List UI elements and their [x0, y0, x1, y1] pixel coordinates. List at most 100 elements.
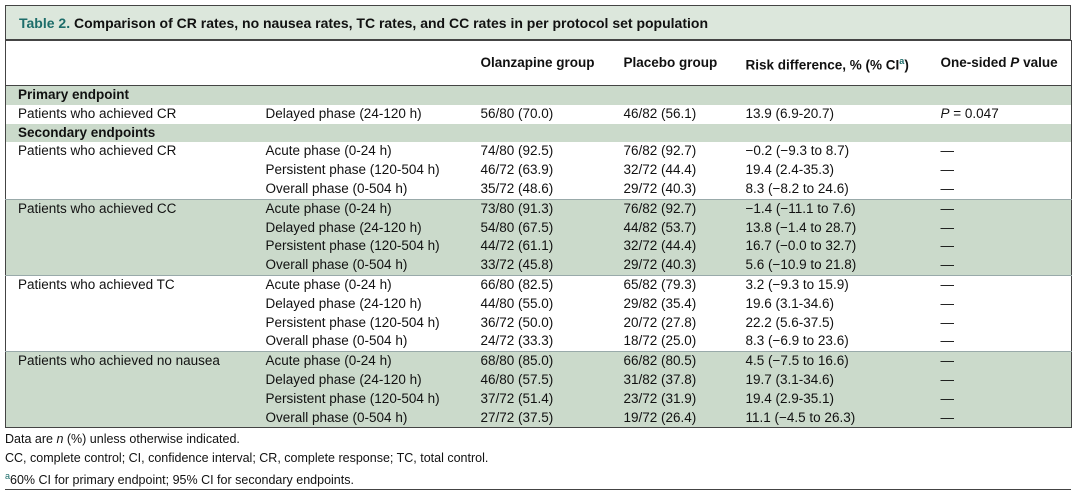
- phase-cell: Delayed phase (24-120 h): [253, 218, 469, 238]
- value-cell: —: [928, 218, 1072, 238]
- value-cell: 35/72 (48.6): [480, 180, 554, 196]
- phase-cell: Persistent phase (120-504 h): [253, 237, 469, 257]
- phase-cell: Delayed phase (24-120 h): [253, 370, 469, 390]
- data-row: Persistent phase (120-504 h) 44/72 (61.1)…: [5, 237, 1072, 257]
- group-label: Patients who achieved no nausea: [5, 351, 254, 371]
- value-cell: 3.2 (−9.3 to 15.9): [733, 274, 929, 295]
- value-cell: 31/82 (37.8): [611, 370, 734, 390]
- p-italic: P: [940, 105, 950, 121]
- value-cell: 74/80 (92.5): [480, 143, 554, 159]
- header-cell: One-sided P value: [928, 40, 1072, 86]
- footnote-marker: a: [5, 471, 11, 481]
- value-cell: 65/82 (79.3): [611, 274, 734, 295]
- footnote: CC, complete control; CI, confidence int…: [5, 450, 489, 465]
- phase-cell: Overall phase (0-504 h): [253, 256, 469, 276]
- phase-cell: Acute phase (0-24 h): [265, 143, 392, 159]
- phase-cell: Acute phase (0-24 h): [253, 351, 469, 371]
- value-cell: −0.2 (−9.3 to 8.7): [745, 143, 850, 159]
- value-cell: 76/82 (92.7): [611, 198, 734, 219]
- value-cell: —: [928, 198, 1072, 219]
- value-cell: 56/80 (70.0): [480, 105, 554, 121]
- footnote: Data are n (%) unless otherwise indicate…: [5, 430, 488, 449]
- value-cell: 68/80 (85.0): [468, 351, 612, 371]
- footnote-text: Data are: [5, 432, 53, 446]
- group-label-empty: [6, 314, 254, 333]
- value-cell: 32/72 (44.4): [611, 237, 734, 257]
- value-cell: 22.2 (5.6-37.5): [745, 314, 835, 330]
- value-cell: 13.9 (6.9-20.7): [745, 105, 835, 121]
- phase-cell: Acute phase (0-24 h): [253, 198, 469, 219]
- header-cell: [5, 40, 254, 86]
- data-row: Delayed phase (24-120 h) 54/80 (67.5) 44/8…: [5, 218, 1072, 238]
- value-cell: —: [940, 143, 955, 159]
- value-cell: 23/72 (31.9): [611, 389, 734, 409]
- data-row: Persistent phase (120-504 h) 37/72 (51.4)…: [5, 389, 1072, 409]
- footnote: a60% CI for primary endpoint; 95% CI for…: [5, 467, 488, 490]
- value-cell: 11.1 (−4.5 to 26.3): [733, 408, 929, 428]
- data-row: Overall phase (0-504 h) 27/72 (37.5) 19/72…: [5, 408, 1072, 428]
- phase-cell: Persistent phase (120-504 h): [253, 389, 469, 409]
- value-cell: 29/72 (40.3): [611, 256, 734, 276]
- value-cell: —: [940, 314, 955, 330]
- value-cell: 27/72 (37.5): [468, 408, 612, 428]
- value-cell: 13.8 (−1.4 to 28.7): [733, 218, 929, 238]
- group-label-empty: [5, 370, 254, 390]
- value-cell: 37/72 (51.4): [468, 389, 612, 409]
- section-row: Primary endpoint: [5, 85, 1072, 105]
- footnote-marker: a: [899, 55, 905, 66]
- group-label-empty: [5, 389, 254, 409]
- header-text: One-sided: [940, 55, 1007, 70]
- group-label-empty: [6, 161, 254, 180]
- value-cell: 36/72 (50.0): [480, 314, 554, 330]
- value-cell: —: [928, 237, 1072, 257]
- group-label-empty: [6, 180, 254, 199]
- p-text: = 0.047: [953, 105, 999, 121]
- phase-cell: Delayed phase (24-120 h): [265, 295, 422, 311]
- value-cell: 54/80 (67.5): [468, 218, 612, 238]
- data-row: Persistent phase (120-504 h) 36/72 (50.0)…: [6, 314, 1072, 333]
- value-cell: —: [928, 351, 1072, 371]
- value-cell: 4.5 (−7.5 to 16.6): [733, 351, 929, 371]
- header-cell: Risk difference, % (% CIa): [733, 40, 929, 86]
- value-cell: —: [940, 180, 955, 196]
- group-label: Patients who achieved CR: [18, 143, 177, 159]
- value-cell: 46/80 (57.5): [468, 370, 612, 390]
- data-row: Patients who achieved no nausea Acute pha…: [5, 351, 1072, 371]
- value-cell: 66/80 (82.5): [468, 274, 612, 295]
- header-text: Risk difference, % (% CI: [745, 57, 900, 73]
- value-cell: —: [928, 370, 1072, 390]
- table-title: Table 2. Comparison of CR rates, no naus…: [5, 5, 1071, 40]
- table: Olanzapine group Placebo group Risk diff…: [5, 40, 1072, 429]
- phase-cell: Persistent phase (120-504 h): [265, 162, 440, 178]
- value-cell: 19.6 (3.1-34.6): [745, 295, 835, 311]
- header-row: Olanzapine group Placebo group Risk diff…: [5, 40, 1072, 86]
- header-italic: P: [1010, 55, 1020, 70]
- value-cell: 66/82 (80.5): [611, 351, 734, 371]
- value-cell: —: [940, 295, 955, 311]
- data-row: Patients who achieved CR Delayed phase (2…: [6, 105, 1072, 124]
- data-row: Patients who achieved CC Acute phase (0-2…: [5, 198, 1072, 219]
- footnote-text: 60% CI for primary endpoint; 95% CI for …: [10, 473, 354, 488]
- header-text: ): [904, 57, 909, 73]
- value-cell: 8.3 (−8.2 to 24.6): [745, 180, 849, 196]
- value-cell: 19.4 (2.4-35.3): [745, 162, 835, 178]
- header-cell: Olanzapine group: [468, 40, 612, 86]
- value-cell: 76/82 (92.7): [623, 143, 697, 159]
- data-row: Delayed phase (24-120 h) 46/80 (57.5) 31/8…: [5, 370, 1072, 390]
- data-row: Persistent phase (120-504 h) 46/72 (63.9)…: [6, 161, 1072, 180]
- value-cell: —: [928, 408, 1072, 428]
- footnote-italic: n: [56, 432, 64, 446]
- value-cell: —: [928, 274, 1072, 295]
- group-label: Patients who achieved CR: [18, 105, 177, 121]
- table-body: Primary endpoint Patients who achieved CR…: [5, 85, 1072, 428]
- data-row: Overall phase (0-504 h) 33/72 (45.8) 29/72…: [5, 256, 1072, 276]
- value-cell: 73/80 (91.3): [468, 198, 612, 219]
- data-row: Overall phase (0-504 h) 24/72 (33.3) 18/72…: [6, 332, 1072, 351]
- phase-cell: Overall phase (0-504 h): [265, 333, 408, 349]
- value-cell: —: [928, 256, 1072, 276]
- value-cell: 19/72 (26.4): [611, 408, 734, 428]
- group-label: Patients who achieved CC: [5, 198, 254, 219]
- section-title: Secondary endpoints: [5, 123, 1072, 143]
- group-label-empty: [5, 237, 254, 257]
